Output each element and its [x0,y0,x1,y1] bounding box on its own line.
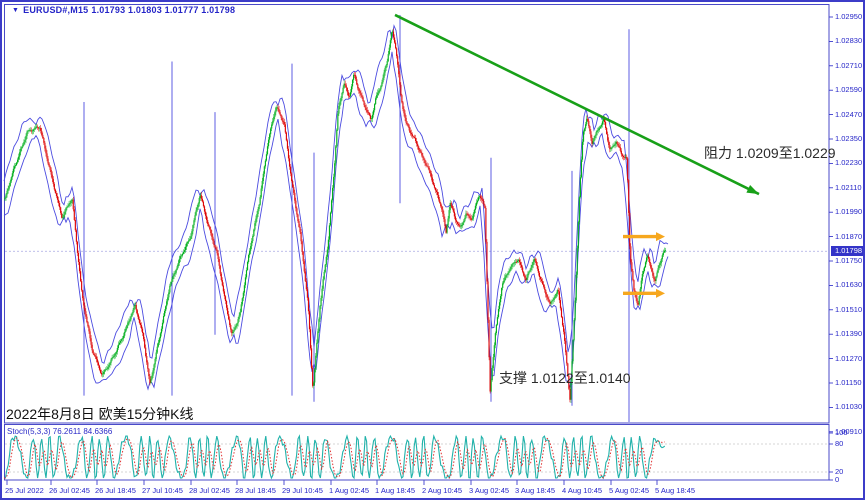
time-tick-label: 26 Jul 18:45 [95,486,136,495]
price-tick-label: 1.02230 [835,158,863,168]
stochastic-indicator-label: Stoch(5,3,3) 76.2611 84.6366 [7,427,113,436]
price-tick-label: 1.01870 [835,231,863,241]
time-tick-label: 3 Aug 18:45 [515,486,556,495]
time-tick-label: 4 Aug 10:45 [562,486,603,495]
time-tick-label: 1 Aug 18:45 [375,486,416,495]
price-tick-label: 1.02950 [835,12,863,21]
price-tick-label: 1.01750 [835,256,863,265]
indicator-band-upper [3,24,669,364]
current-price-tag: 1.01798 [831,246,863,257]
price-tick-label: 1.02830 [835,36,863,46]
time-tick-label: 5 Aug 18:45 [655,486,696,495]
chart-header: ▼ EURUSD#,M15 1.01793 1.01803 1.01777 1.01… [12,5,238,15]
candles-down-bodies [30,31,656,400]
support-arrow[interactable] [623,288,665,298]
stoch-tick-label: 100 [835,428,848,437]
date-caption-label[interactable]: 2022年8月8日 欧美15分钟K线 [6,406,194,422]
time-tick-label: 28 Jul 18:45 [235,486,276,495]
time-tick-label: 26 Jul 02:45 [49,486,90,495]
support-label[interactable]: 支撑 1.0122至1.0140 [499,370,631,386]
time-tick-label: 25 Jul 2022 [5,486,44,495]
price-tick-label: 1.01510 [835,304,863,314]
symbol-dropdown-icon[interactable]: ▼ [12,7,20,14]
chart-ohlc-quotes: 1.01793 1.01803 1.01777 1.01798 [91,5,236,15]
main-panel-border [4,4,830,424]
time-tick-label: 29 Jul 10:45 [282,486,323,495]
stoch-main-line [4,434,666,480]
price-tick-label: 1.01030 [835,402,863,412]
price-tick-label: 1.02470 [835,109,863,119]
axis-tick-marks [6,16,833,485]
trendline-arrowhead [746,185,759,195]
price-tick-label: 1.01270 [835,353,863,363]
resistance-arrow[interactable] [623,232,665,242]
resistance-label[interactable]: 阻力 1.0209至1.0229 [704,145,836,161]
stoch-tick-label: 80 [835,439,844,448]
indicator-bands [3,14,669,422]
price-tick-label: 1.01630 [835,280,863,290]
time-tick-label: 5 Aug 02:45 [609,486,650,495]
stoch-tick-label: 0 [835,475,840,484]
price-tick-label: 1.00910 [835,426,863,436]
time-tick-label: 3 Aug 02:45 [469,486,510,495]
time-tick-label: 28 Jul 02:45 [189,486,230,495]
price-tick-label: 1.02710 [835,60,863,70]
trendline[interactable] [394,13,760,196]
price-tick-label: 1.02350 [835,134,863,143]
indicator-band-lower [3,51,669,391]
time-tick-label: 1 Aug 02:45 [329,486,370,495]
time-tick-label: 2 Aug 10:45 [422,486,463,495]
price-tick-label: 1.01150 [835,378,862,387]
price-tick-label: 1.01990 [835,207,863,217]
candles-up-bodies [4,31,667,400]
chart-symbol-title: EURUSD#,M15 [23,5,89,15]
price-tick-label: 1.02590 [835,85,863,95]
stoch-tick-label: 20 [835,467,844,476]
price-tick-label: 1.02110 [835,182,862,192]
time-tick-label: 27 Jul 10:45 [142,486,183,495]
price-tick-label: 1.01390 [835,329,863,339]
